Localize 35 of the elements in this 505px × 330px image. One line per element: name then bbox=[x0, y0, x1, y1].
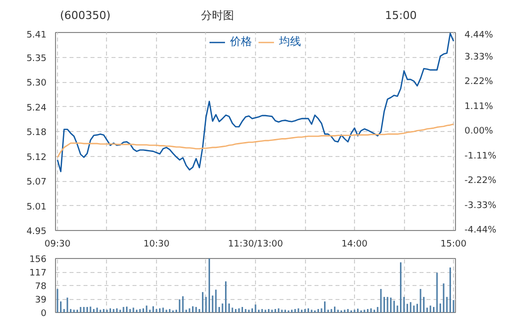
y2-tick-label: 1.11% bbox=[464, 102, 494, 112]
y-tick-label: 5.35 bbox=[26, 54, 47, 64]
y2-tick-label: -4.44% bbox=[464, 226, 497, 236]
y-tick-label: 5.24 bbox=[26, 103, 47, 114]
y2-tick-label: -3.33% bbox=[464, 200, 497, 211]
y-tick-label: 78 bbox=[35, 282, 47, 292]
chart-title: (600350) bbox=[60, 8, 111, 24]
text: 15:00 bbox=[385, 8, 417, 24]
y-tick-label: 5.30 bbox=[26, 78, 47, 88]
y-tick-label: 4.95 bbox=[26, 227, 47, 237]
y2-tick-label: 2.22% bbox=[464, 77, 494, 87]
y-tick-label: 0 bbox=[40, 309, 47, 319]
y-tick-label: 156 bbox=[29, 255, 47, 265]
y-tick-label: 117 bbox=[29, 268, 47, 278]
x-tick-label: 10:30 bbox=[144, 240, 170, 250]
y2-tick-label: -1.11% bbox=[464, 151, 497, 162]
line-series bbox=[56, 32, 454, 172]
y2-tick-label: -2.22% bbox=[464, 176, 497, 186]
y-tick-label: 39 bbox=[35, 296, 47, 306]
legend-label: 价格 bbox=[230, 34, 252, 49]
y2-tick-label: 0.00% bbox=[464, 126, 494, 136]
x-tick-label: 15:00 bbox=[440, 240, 467, 250]
x-tick-label: 11:30/13:00 bbox=[228, 240, 284, 250]
y-tick-label: 5.12 bbox=[26, 152, 47, 163]
y2-tick-label: 4.44% bbox=[464, 30, 494, 40]
legend-label: 均线 bbox=[279, 34, 301, 49]
x-tick-label: 14:00 bbox=[342, 240, 368, 250]
chart-subtitle: 分时图 bbox=[201, 8, 234, 24]
y-tick-label: 5.07 bbox=[26, 178, 47, 188]
y-tick-label: 5.18 bbox=[26, 128, 47, 138]
y2-tick-label: 3.33% bbox=[464, 52, 494, 62]
x-tick-label: 09:30 bbox=[44, 240, 71, 250]
y-tick-label: 5.41 bbox=[26, 30, 47, 40]
y-tick-label: 5.01 bbox=[26, 202, 47, 212]
line-series bbox=[56, 124, 454, 158]
